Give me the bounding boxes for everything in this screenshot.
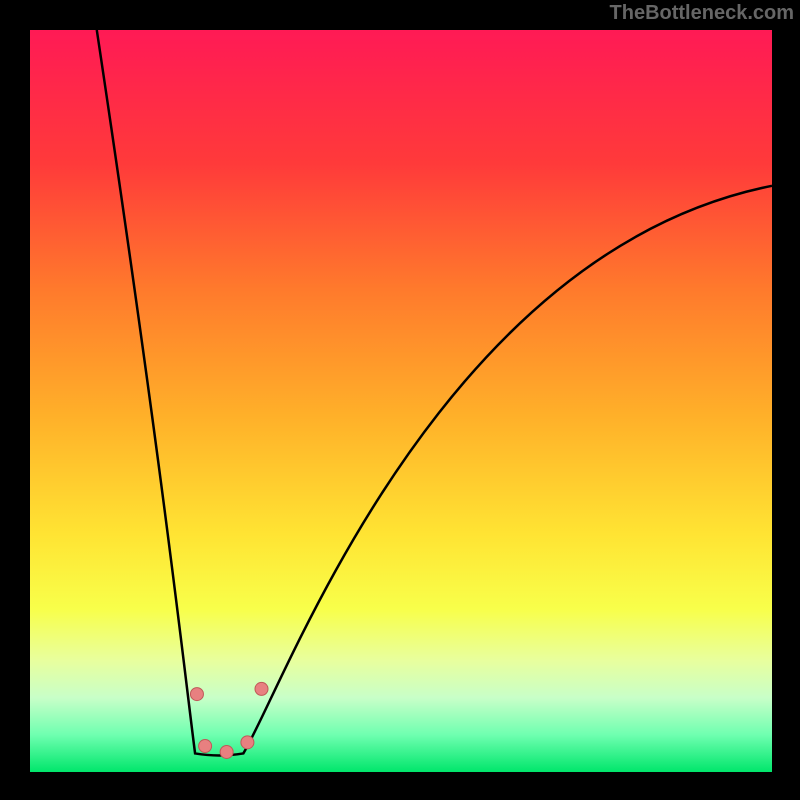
bottleneck-curve	[30, 30, 772, 772]
plot-area	[30, 30, 772, 772]
markers-group	[190, 682, 268, 758]
curve-marker	[241, 736, 254, 749]
curve-marker	[255, 682, 268, 695]
curve-path	[97, 30, 772, 755]
curve-marker	[190, 688, 203, 701]
curve-marker	[199, 740, 212, 753]
watermark: TheBottleneck.com	[610, 2, 794, 25]
curve-marker	[220, 745, 233, 758]
